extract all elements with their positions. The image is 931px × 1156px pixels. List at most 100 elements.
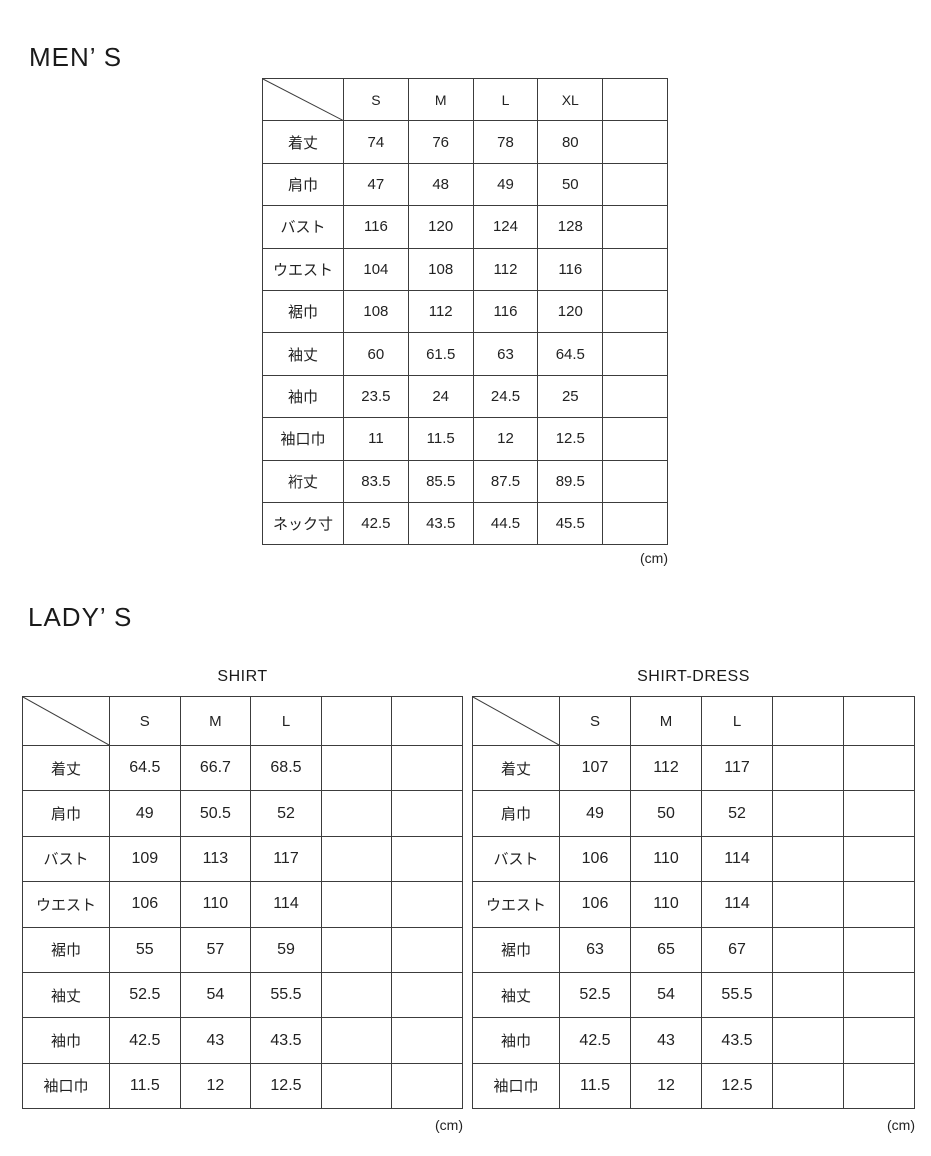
size-value-cell: 12	[472, 417, 539, 461]
size-value-cell: 116	[343, 205, 409, 249]
size-value-cell: 114	[701, 835, 773, 883]
size-value-cell	[391, 1062, 463, 1110]
column-header-cell: L	[701, 696, 773, 746]
size-value-cell	[391, 926, 463, 973]
size-value-cell: 68.5	[250, 744, 322, 792]
size-value-cell: 116	[537, 247, 604, 291]
size-value-cell: 83.5	[343, 459, 409, 503]
size-value-cell	[602, 162, 668, 207]
column-header-cell: S	[559, 696, 631, 746]
size-value-cell: 23.5	[343, 374, 409, 419]
size-value-cell	[843, 744, 915, 792]
column-header-cell: L	[250, 696, 322, 746]
row-label-cell: 肩巾	[22, 790, 110, 837]
row-label-cell: ウエスト	[472, 881, 560, 928]
size-value-cell: 64.5	[109, 744, 181, 792]
size-row: 袖巾 42.5 43 43.5	[22, 1017, 463, 1064]
ladys-section-title: LADY’ S	[28, 602, 133, 632]
size-value-cell: 106	[559, 881, 631, 928]
row-label-cell: 裄丈	[262, 459, 344, 503]
size-value-cell: 89.5	[537, 459, 604, 503]
size-value-cell: 43.5	[407, 501, 474, 546]
size-row: 袖口巾 11.5 12 12.5	[472, 1062, 915, 1110]
size-value-cell: 52.5	[109, 971, 181, 1019]
size-value-cell	[602, 289, 668, 334]
size-value-cell	[843, 1017, 915, 1064]
size-value-cell: 24	[407, 374, 474, 419]
row-label-cell: 袖丈	[472, 971, 560, 1019]
size-value-cell: 116	[472, 289, 539, 334]
size-value-cell	[602, 205, 668, 249]
size-value-cell: 43	[630, 1017, 702, 1064]
size-value-cell: 43.5	[250, 1017, 322, 1064]
size-value-cell: 52.5	[559, 971, 631, 1019]
size-value-cell: 50.5	[179, 790, 252, 837]
row-label-cell: 袖口巾	[22, 1062, 110, 1110]
row-label-cell: 肩巾	[472, 790, 560, 837]
size-value-cell	[602, 501, 668, 546]
size-value-cell: 57	[179, 926, 252, 973]
size-value-cell	[772, 835, 844, 883]
row-label-cell: バスト	[22, 835, 110, 883]
size-value-cell: 11	[343, 417, 409, 461]
size-value-cell	[320, 926, 393, 973]
size-value-cell	[602, 247, 668, 291]
column-header-cell: M	[407, 77, 474, 122]
size-value-cell: 49	[472, 162, 539, 207]
size-row: 裾巾 55 57 59	[22, 926, 463, 973]
size-row: 袖口巾 11 11.5 12 12.5	[262, 417, 668, 461]
size-value-cell: 64.5	[537, 332, 604, 376]
size-value-cell	[843, 835, 915, 883]
size-value-cell: 108	[407, 247, 474, 291]
size-value-cell: 11.5	[407, 417, 474, 461]
size-value-cell: 55.5	[250, 971, 322, 1019]
size-value-cell	[391, 971, 463, 1019]
header-row: S M L XL	[262, 77, 668, 122]
row-label-cell: 袖巾	[262, 374, 344, 419]
column-header-cell: XL	[537, 77, 604, 122]
column-header-cell: M	[630, 696, 702, 746]
column-header-cell: S	[109, 696, 181, 746]
row-label-cell: バスト	[472, 835, 560, 883]
size-value-cell: 54	[630, 971, 702, 1019]
size-value-cell: 114	[701, 881, 773, 928]
size-value-cell: 55	[109, 926, 181, 973]
size-value-cell: 120	[537, 289, 604, 334]
row-label-cell: ウエスト	[262, 247, 344, 291]
size-row: 着丈 74 76 78 80	[262, 120, 668, 164]
size-value-cell	[602, 417, 668, 461]
size-value-cell: 110	[179, 881, 252, 928]
row-label-cell: 袖口巾	[472, 1062, 560, 1110]
row-label-cell: 裾巾	[22, 926, 110, 973]
size-value-cell: 65	[630, 926, 702, 973]
diagonal-corner-cell	[22, 696, 110, 746]
size-row: バスト 109 113 117	[22, 835, 463, 883]
size-value-cell: 49	[109, 790, 181, 837]
diagonal-corner-cell	[262, 77, 344, 122]
size-value-cell	[391, 790, 463, 837]
size-value-cell	[320, 744, 393, 792]
size-row: 袖口巾 11.5 12 12.5	[22, 1062, 463, 1110]
size-value-cell: 109	[109, 835, 181, 883]
size-value-cell: 117	[250, 835, 322, 883]
size-value-cell	[320, 881, 393, 928]
size-value-cell: 117	[701, 744, 773, 792]
size-value-cell: 59	[250, 926, 322, 973]
size-value-cell: 110	[630, 881, 702, 928]
size-value-cell: 43.5	[701, 1017, 773, 1064]
size-value-cell	[602, 332, 668, 376]
size-value-cell: 12.5	[537, 417, 604, 461]
size-value-cell: 11.5	[109, 1062, 181, 1110]
column-header-cell	[772, 696, 844, 746]
size-row: 肩巾 47 48 49 50	[262, 162, 668, 207]
size-value-cell: 12.5	[250, 1062, 322, 1110]
size-value-cell	[772, 971, 844, 1019]
size-value-cell	[602, 120, 668, 164]
size-value-cell	[320, 1062, 393, 1110]
size-value-cell	[320, 835, 393, 883]
diagonal-line	[23, 697, 109, 745]
size-value-cell: 107	[559, 744, 631, 792]
size-value-cell: 66.7	[179, 744, 252, 792]
